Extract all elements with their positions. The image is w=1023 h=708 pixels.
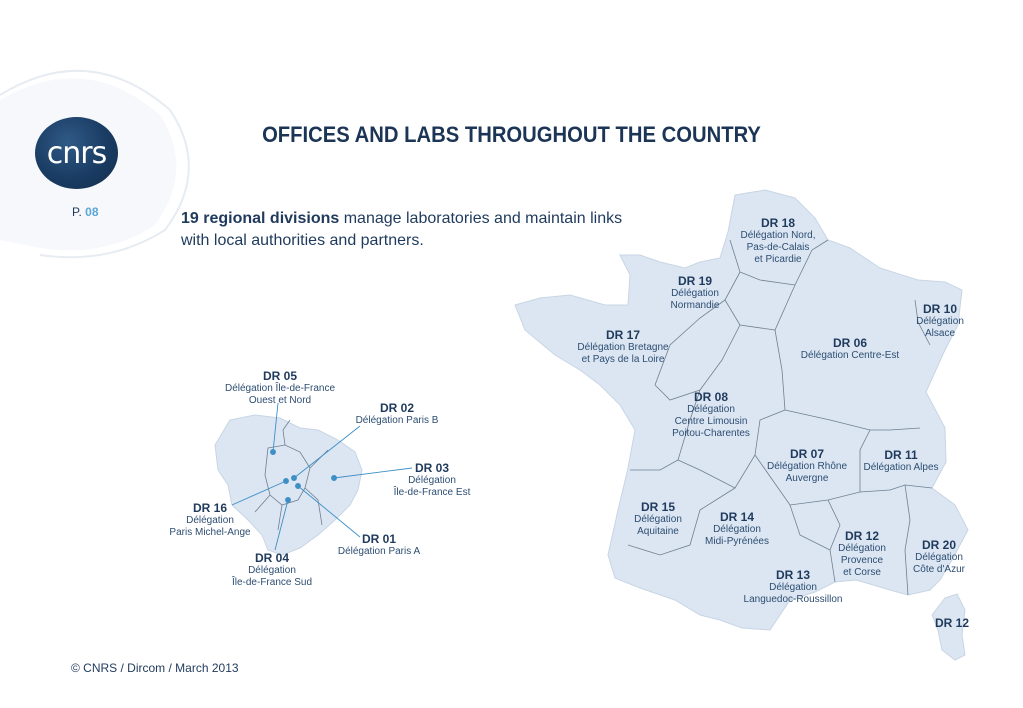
intro-rest: manage laboratories and maintain links w… xyxy=(181,210,623,249)
label-dr08: DR 08 Délégation Centre Limousin Poitou-… xyxy=(672,390,750,439)
pin-dr03 xyxy=(331,475,337,481)
pin-dr05 xyxy=(270,449,276,455)
cnrs-logo: cnrs xyxy=(35,117,118,189)
paris-borders xyxy=(254,419,329,531)
label-dr20: DR 20 Délégation Côte d'Azur xyxy=(913,538,965,575)
pin-dr02 xyxy=(291,475,297,481)
label-dr01: DR 01 Délégation Paris A xyxy=(337,532,421,557)
ile-de-france-map xyxy=(214,414,363,556)
label-dr07: DR 07 Délégation Rhône Auvergne xyxy=(766,447,848,484)
france-borders xyxy=(627,239,933,596)
pin-dr01 xyxy=(295,483,301,489)
label-dr15: DR 15 Délégation Aquitaine xyxy=(634,500,682,537)
label-dr11: DR 11 Délégation Alpes xyxy=(863,448,939,473)
label-dr02: DR 02 Délégation Paris B xyxy=(355,401,439,426)
intro-text: 19 regional divisions manage laboratorie… xyxy=(181,208,641,252)
label-dr10: DR 10 Délégation Alsace xyxy=(916,302,964,339)
pin-dr04 xyxy=(285,497,291,503)
label-dr12-provence: DR 12 Délégation Provence et Corse xyxy=(838,529,886,578)
label-dr04: DR 04 Délégation Île-de-France Sud xyxy=(231,551,313,588)
paris-leaders xyxy=(231,402,413,551)
page-title: OFFICES AND LABS THROUGHOUT THE COUNTRY xyxy=(262,122,761,147)
label-dr13: DR 13 Délégation Languedoc-Roussillon xyxy=(743,568,843,605)
label-dr16: DR 16 Délégation Paris Michel-Ange xyxy=(169,501,251,538)
page-number: P. 08 xyxy=(72,205,99,219)
label-dr12-corse: DR 12 xyxy=(934,616,970,630)
intro-bold: 19 regional divisions xyxy=(181,210,340,227)
france-map xyxy=(514,189,969,631)
label-dr03: DR 03 Délégation Île-de-France Est xyxy=(393,461,471,498)
label-dr06: DR 06 Délégation Centre-Est xyxy=(800,336,900,361)
label-dr19: DR 19 Délégation Normandie xyxy=(670,274,720,311)
label-dr14: DR 14 Délégation Midi-Pyrénées xyxy=(705,510,769,547)
pin-dr16 xyxy=(283,478,289,484)
label-dr05: DR 05 Délégation Île-de-France Ouest et … xyxy=(224,369,336,406)
corsica-map xyxy=(931,593,966,661)
label-dr18: DR 18 Délégation Nord, Pas-de-Calais et … xyxy=(740,216,816,265)
label-dr17: DR 17 Délégation Bretagne et Pays de la … xyxy=(577,328,669,365)
footer-copyright: © CNRS / Dircom / March 2013 xyxy=(71,661,239,675)
